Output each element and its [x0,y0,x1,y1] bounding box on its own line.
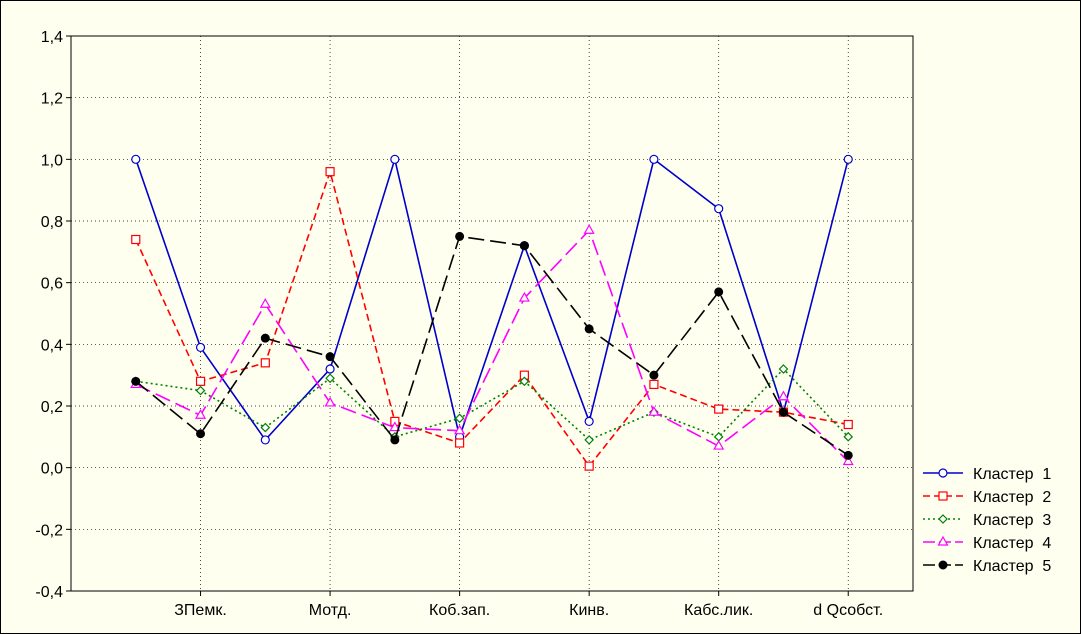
legend-entry-3: Кластер 3 [923,512,1051,529]
series-5-line [135,235,849,456]
series-5-point [325,352,335,362]
legend-entry-1: Кластер 1 [923,466,1051,483]
series-5-point [455,231,465,241]
legend-label: Кластер 3 [973,512,1051,529]
series-4-point [389,421,401,432]
x-tick-label: ЗПемк. [174,602,227,619]
y-tick-label: 0,0 [41,461,63,478]
y-tick-label: 0,6 [41,276,63,293]
series-2-point [714,404,724,414]
legend-marker [938,491,948,501]
axes: -0,4 -0,2 0,0 0,2 0,4 0,6 0,8 1,0 1,2 1,4 ЗПемк. Мо… [35,29,914,619]
series-5-point [260,333,270,343]
series-1-point [260,435,270,445]
series-4-point [195,409,207,419]
y-tick-label: -0,2 [35,522,63,539]
y-tick-label: 1,4 [41,29,63,46]
legend-entry-4: Кластер 4 [923,535,1051,552]
legend: Кластер 1 Кластер 2 Кластер 3 Кластер 4 Клас… [923,466,1051,575]
y-tick-label: 0,4 [41,337,63,354]
series-2-point [649,379,659,390]
series-2-point [260,358,270,368]
series-4-point [842,455,854,466]
series-1-point [325,364,335,374]
series-5-point [649,370,659,380]
series-5-point [131,376,141,386]
legend-marker [938,468,948,478]
series-4-point [518,291,530,302]
series-3-point [584,435,595,445]
series-1 [131,154,853,445]
y-tick-label: 0,2 [41,399,63,416]
series-4 [130,224,854,466]
plot-area-border [70,35,914,592]
x-tick-label: Коб.зап. [429,602,490,619]
legend-marker [938,514,948,524]
series-4-line [135,228,849,463]
legend-marker [938,560,948,570]
legend-entry-2: Кластер 2 [923,489,1051,506]
legend-label: Кластер 5 [973,558,1051,575]
series-lines [130,154,854,471]
series-5-point [390,435,400,445]
series-1-point [714,204,724,214]
series-3-point [843,431,854,442]
series-5-point [196,429,206,439]
series-1-line [135,156,849,442]
series-5-point [843,450,853,460]
y-tick-label: 0,8 [41,214,63,231]
series-4-point [648,405,660,416]
y-tick-label: 1,2 [41,91,63,108]
y-tick-label: -0,4 [35,584,63,601]
legend-label: Кластер 2 [973,489,1051,506]
series-1-point [649,154,659,164]
series-2 [131,167,853,471]
series-4-point [454,424,466,435]
grid-lines [71,35,913,592]
series-2-point [195,376,206,386]
series-1-point [390,154,400,164]
x-tick-label: Кинв. [569,602,609,619]
series-5-point [519,241,529,251]
series-3-point [778,364,789,374]
series-3-line [135,367,849,441]
series-1-point [131,154,141,164]
legend-marker [937,535,949,546]
legend-label: Кластер 4 [973,535,1051,552]
legend-entry-5: Кластер 5 [923,558,1051,575]
series-1-point [584,416,594,427]
x-tick-label: Мотд. [309,602,352,619]
series-5 [131,231,853,460]
series-2-point [455,438,465,448]
series-3-point [519,376,530,387]
series-4-point [324,396,336,407]
series-3-point [454,413,465,424]
series-3-point [260,422,271,433]
y-tick-label: 1,0 [41,152,63,169]
series-1-point [843,154,853,164]
series-5-point [778,407,788,417]
series-2-point [131,234,141,245]
series-3-point [325,373,335,384]
series-2-point [843,419,853,430]
x-tick-label: d Qсобст. [813,602,883,619]
series-3-point [195,385,206,396]
legend-label: Кластер 1 [973,466,1051,483]
series-1-point [195,342,206,353]
series-4-point [777,390,789,401]
series-2-line [135,168,849,468]
series-5-point [714,287,724,297]
series-2-point [325,167,335,177]
series-4-point [713,439,725,450]
x-tick-label: Кабс.лик. [684,602,753,619]
series-5-point [584,324,594,334]
series-4-point [583,224,595,234]
series-4-point [259,298,271,308]
series-2-point [584,461,594,471]
